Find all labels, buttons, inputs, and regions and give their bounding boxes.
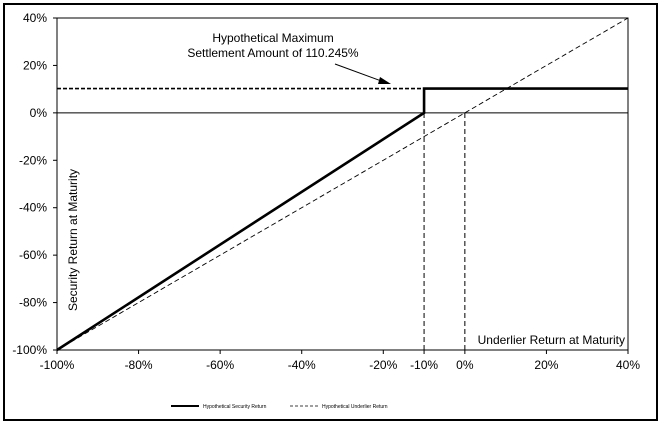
plot-border [56, 17, 629, 351]
series-layer [56, 17, 629, 352]
y-axis-ticks: 40% 20% 0% -20% -40% -60% -80% -100% [12, 11, 57, 357]
y-tick-label: -80% [19, 296, 47, 310]
x-tick-label: -80% [125, 358, 153, 372]
y-tick-label: 40% [23, 11, 47, 25]
x-tick-label: -20% [369, 358, 397, 372]
x-tick-label: -40% [288, 358, 316, 372]
x-axis-title: Underlier Return at Maturity [478, 333, 625, 347]
x-tick-label: -60% [206, 358, 234, 372]
y-tick-label: 0% [30, 106, 48, 120]
y-tick-label: -100% [12, 343, 47, 357]
legend-label-underlier: Hypothetical Underlier Return [322, 404, 388, 410]
x-axis-ticks: -100% -80% -60% -40% -20% -10% 0% 20% 40% [40, 350, 640, 372]
y-tick-label: -40% [19, 201, 47, 215]
series-security-return [56, 87, 628, 352]
legend-label-security: Hypothetical Security Return [203, 404, 267, 410]
annotation: Hypothetical Maximum Settlement Amount o… [187, 31, 391, 84]
x-tick-label: 40% [616, 358, 640, 372]
x-tick-label: -100% [40, 358, 75, 372]
annotation-line-2: Settlement Amount of 110.245% [187, 46, 359, 60]
y-tick-label: -60% [19, 248, 47, 262]
chart-frame [3, 3, 658, 421]
plot-area [56, 17, 629, 351]
x-tick-label: -10% [410, 358, 438, 372]
series-underlier-return [56, 17, 629, 351]
reference-lines [57, 87, 628, 350]
y-tick-label: 20% [23, 58, 47, 72]
x-tick-label: 20% [534, 358, 558, 372]
y-axis-title: Security Return at Maturity [66, 169, 80, 311]
x-tick-label: 0% [456, 358, 474, 372]
y-tick-label: -20% [19, 153, 47, 167]
legend: Hypothetical Security Return Hypothetica… [171, 404, 388, 410]
annotation-line-1: Hypothetical Maximum [212, 31, 333, 45]
annotation-arrow [334, 63, 391, 84]
